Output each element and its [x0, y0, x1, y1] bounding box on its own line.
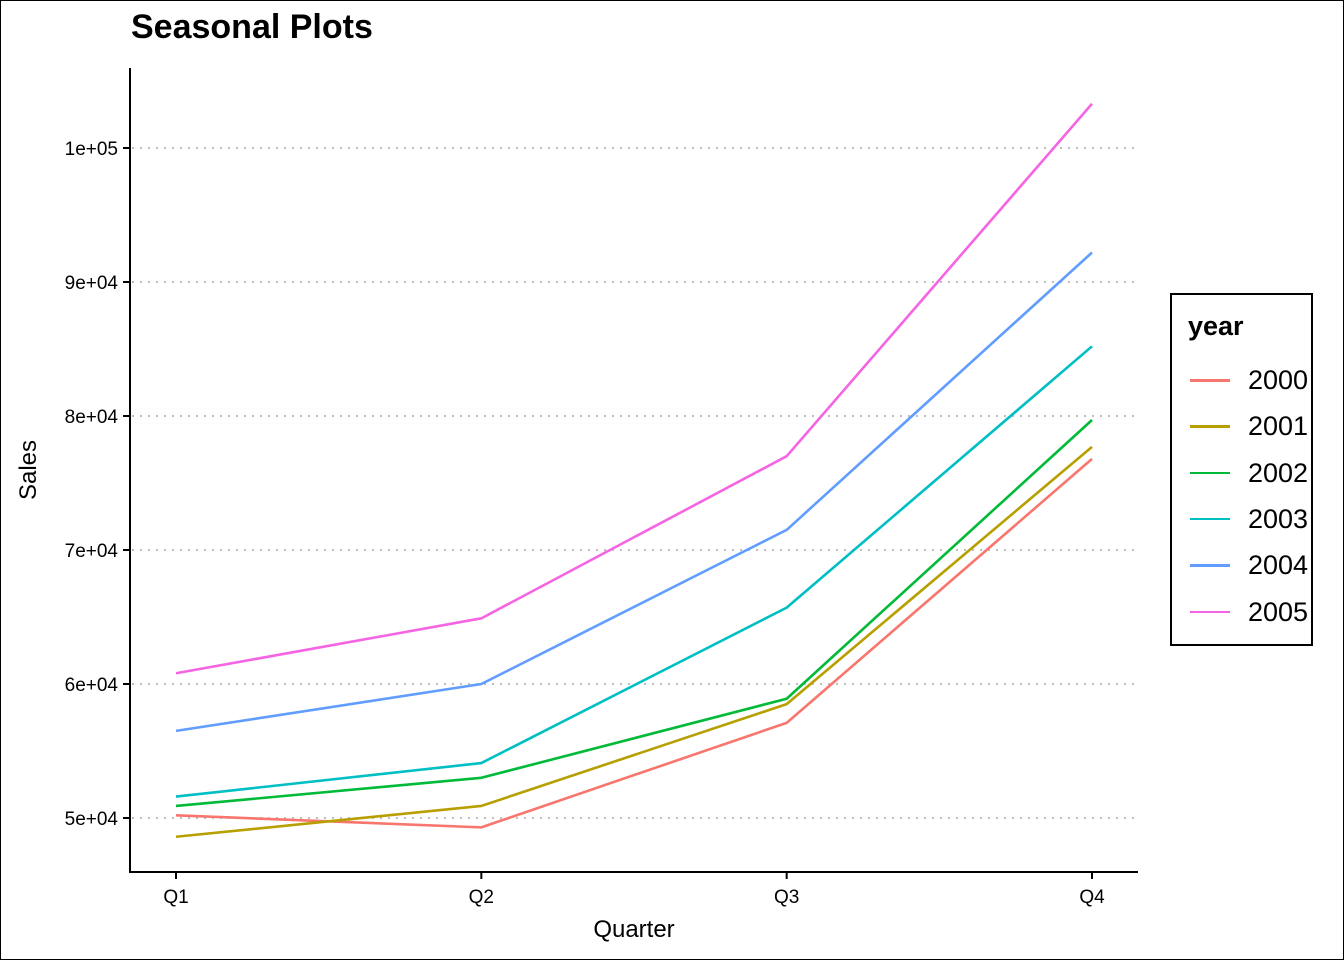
x-tick-label: Q4	[1079, 887, 1105, 908]
legend: year 2000 2001 2002 2003 2004 2005	[1170, 293, 1313, 646]
series-line-2000	[175, 457, 1093, 829]
legend-swatch	[1190, 425, 1230, 428]
y-tick-label: 9e+04	[65, 273, 119, 294]
legend-label: 2000	[1248, 365, 1309, 395]
legend-title: year	[1188, 311, 1244, 341]
legend-swatch	[1190, 517, 1230, 521]
x-axis-title: Quarter	[593, 916, 674, 943]
legend-swatch	[1190, 610, 1230, 613]
legend-swatch	[1190, 564, 1230, 567]
series-line-2005	[175, 102, 1093, 675]
legend-label: 2004	[1248, 550, 1309, 581]
legend-swatch	[1190, 379, 1230, 382]
x-axis-ticks: Q1 Q2 Q3 Q4	[163, 872, 1105, 908]
chart-title: Seasonal Plots	[131, 8, 373, 46]
y-tick-label: 7e+04	[65, 541, 119, 562]
x-tick-label: Q2	[469, 887, 494, 908]
legend-label: 2005	[1248, 596, 1309, 627]
x-tick-label: Q1	[163, 887, 188, 908]
series-line-2004	[175, 251, 1093, 733]
legend-label: 2003	[1248, 503, 1309, 534]
y-axis-ticks: 5e+04 6e+04 7e+04 8e+04 9e+04 1e+05	[65, 139, 130, 830]
legend-item-2000: 2000	[1190, 365, 1310, 395]
legend-item-2002: 2002	[1190, 458, 1310, 488]
legend-item-2001: 2001	[1190, 411, 1310, 441]
series-line-2001	[175, 445, 1093, 839]
series-line-2002	[175, 419, 1093, 808]
y-axis-title: Sales	[15, 440, 42, 500]
legend-item-2005: 2005	[1190, 597, 1310, 627]
y-tick-label: 5e+04	[65, 809, 119, 830]
y-tick-label: 8e+04	[65, 407, 119, 428]
legend-swatch	[1190, 471, 1230, 475]
legend-label: 2002	[1248, 457, 1309, 488]
series-line-2003	[175, 345, 1093, 798]
legend-item-2004: 2004	[1190, 550, 1310, 580]
series-lines	[175, 102, 1093, 839]
x-tick-label: Q3	[774, 887, 799, 908]
gridlines	[132, 147, 1138, 819]
y-tick-label: 1e+05	[65, 139, 118, 160]
y-tick-label: 6e+04	[65, 675, 119, 696]
legend-item-2003: 2003	[1190, 504, 1310, 534]
legend-label: 2001	[1248, 411, 1309, 442]
